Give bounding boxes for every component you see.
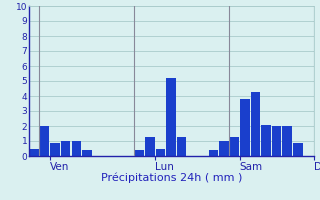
Bar: [293, 142, 302, 156]
Bar: [283, 126, 292, 156]
Bar: [71, 141, 81, 156]
Bar: [40, 126, 49, 156]
Bar: [135, 150, 144, 156]
Bar: [230, 137, 239, 156]
Bar: [177, 137, 187, 156]
Bar: [240, 99, 250, 156]
X-axis label: Précipitations 24h ( mm ): Précipitations 24h ( mm ): [100, 173, 242, 183]
Bar: [219, 141, 229, 156]
Bar: [261, 124, 271, 156]
Bar: [166, 78, 176, 156]
Bar: [156, 148, 165, 156]
Bar: [29, 148, 39, 156]
Bar: [51, 143, 60, 156]
Bar: [272, 126, 281, 156]
Bar: [82, 150, 92, 156]
Bar: [209, 150, 218, 156]
Bar: [251, 92, 260, 156]
Bar: [61, 141, 70, 156]
Bar: [145, 137, 155, 156]
